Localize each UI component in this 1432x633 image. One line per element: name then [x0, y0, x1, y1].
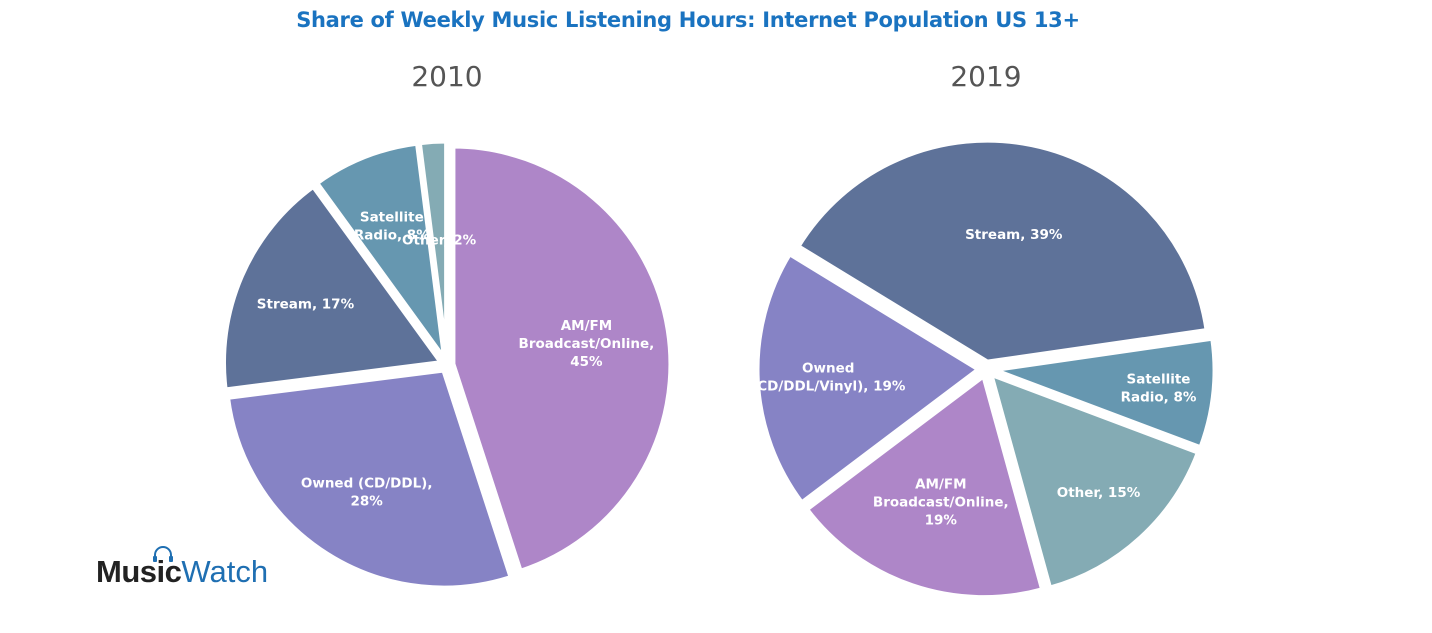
- pie-2019: Stream, 39% Satellite Radio, 8% Other, 15% A…: [751, 137, 1218, 601]
- headphones-icon: [153, 546, 173, 562]
- pie-2010-label-amfm-line: AM/FM: [561, 318, 612, 334]
- pie-2010-label-stream: Stream, 17%: [257, 297, 355, 313]
- pie-2010-label-owned-line: Owned (CD/DDL),: [301, 476, 433, 492]
- logo-text-music: Music: [96, 554, 182, 589]
- pie-2019-label-owned-line: Owned: [802, 361, 854, 377]
- pie-2010-label-satellite: Satellite Radio, 8%: [354, 210, 430, 244]
- pie-2010-label-satellite-line: Radio, 8%: [354, 228, 430, 244]
- pie-2019-label-satellite-line: Satellite: [1127, 372, 1191, 388]
- musicwatch-logo: MusicWatch: [96, 546, 269, 592]
- pie-2019-slice-stream: [795, 137, 1210, 365]
- pie-2019-slice-owned: [754, 251, 982, 506]
- pie-2010-label-amfm-line: Broadcast/Online,: [519, 336, 655, 352]
- pie-2019-label-satellite: Satellite Radio, 8%: [1121, 372, 1197, 406]
- pie-2019-label-satellite-line: Radio, 8%: [1121, 390, 1197, 406]
- pie-2010-label-owned: Owned (CD/DDL), 28%: [301, 476, 433, 510]
- pie-2019-slice-other: [988, 371, 1202, 591]
- pie-2019-label-owned-line: (CD/DDL/Vinyl), 19%: [751, 379, 906, 395]
- pie-2019-title: 2019: [950, 60, 1021, 93]
- pie-2019-label-amfm-line: AM/FM: [915, 477, 966, 493]
- chart-title: Share of Weekly Music Listening Hours: I…: [296, 8, 1080, 32]
- pie-2019-label-owned: Owned (CD/DDL/Vinyl), 19%: [751, 361, 906, 395]
- pie-2019-label-amfm: AM/FM Broadcast/Online, 19%: [873, 477, 1009, 529]
- pie-2010-label-other-line: Other, 2%: [402, 232, 477, 248]
- pie-2010-slice-other: [416, 138, 450, 362]
- pie-2010: AM/FM Broadcast/Online, 45% Owned (CD/DDL),…: [221, 138, 674, 591]
- pie-2019-label-amfm-line: Broadcast/Online,: [873, 495, 1009, 511]
- pie-2010-slice-amfm: [450, 143, 674, 574]
- pie-2010-slice-owned: [225, 367, 514, 591]
- pie-2010-label-other: Other, 2%: [402, 232, 477, 248]
- pie-2010-label-satellite-line: Satellite: [360, 210, 424, 226]
- pie-2010-title: 2010: [411, 60, 482, 93]
- pie-2010-label-owned-line: 28%: [351, 494, 384, 510]
- pie-2019-label-stream: Stream, 39%: [965, 227, 1063, 243]
- pie-2010-slice-stream: [221, 183, 444, 393]
- pie-2010-slice-satellite: [314, 140, 448, 362]
- pie-2019-label-amfm-line: 19%: [925, 513, 958, 529]
- pie-2019-label-other-line: Other, 15%: [1057, 485, 1141, 501]
- pie-2010-label-amfm-line: 45%: [570, 354, 603, 370]
- logo-text-watch: Watch: [181, 554, 269, 589]
- pie-2010-label-amfm: AM/FM Broadcast/Online, 45%: [519, 318, 655, 370]
- pie-2019-slice-satellite: [990, 335, 1218, 451]
- pie-2019-slice-amfm: [803, 373, 1046, 601]
- pie-2019-label-other: Other, 15%: [1057, 485, 1141, 501]
- pie-2019-label-stream-line: Stream, 39%: [965, 227, 1063, 243]
- pie-2010-label-stream-line: Stream, 17%: [257, 297, 355, 313]
